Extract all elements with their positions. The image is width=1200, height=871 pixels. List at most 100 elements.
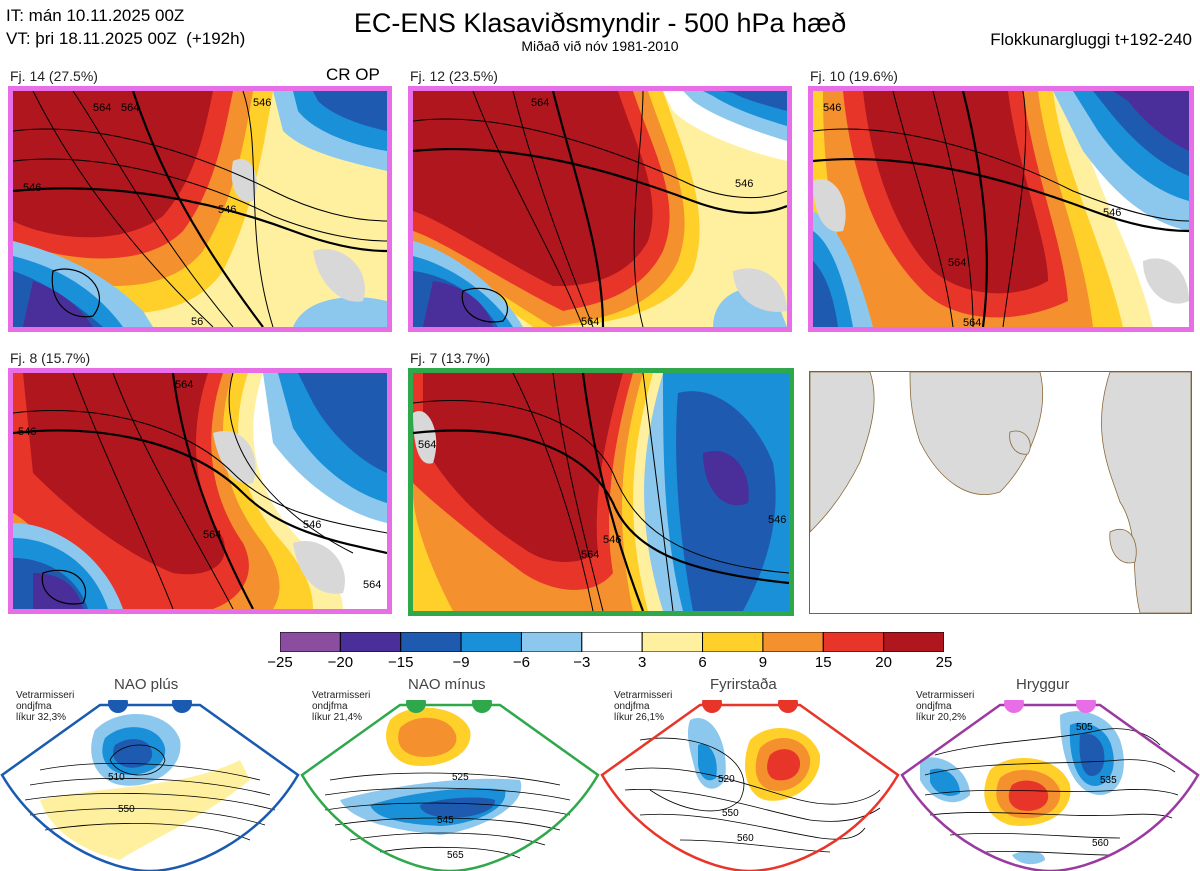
empty-base-map	[809, 371, 1192, 614]
colorbar-tick-label: 6	[698, 654, 707, 671]
regime-note-line: líkur 32,3%	[16, 712, 67, 723]
regime-contour-label: 560	[1092, 838, 1109, 849]
colorbar-tick-label: 9	[758, 654, 768, 671]
classification-window: Flokkunargluggi t+192-240	[990, 30, 1192, 49]
colorbar-swatch	[883, 632, 944, 652]
contour-label: 564	[531, 97, 549, 109]
contour-label: 546	[23, 182, 41, 194]
contour-label: 546	[735, 178, 753, 190]
colorbar-tick-label: −9	[452, 654, 470, 671]
regime-note-line: líkur 26,1%	[614, 712, 665, 723]
cluster-map-4: 546 564 546 564 564	[8, 368, 392, 614]
regime-note-nao-minus: Vetrarmisseri ondjfma líkur 21,4%	[312, 690, 370, 723]
regime-contour-label: 550	[118, 804, 135, 815]
regime-note-ridge: Vetrarmisseri ondjfma líkur 20,2%	[916, 690, 974, 723]
contour-label: 546	[218, 204, 236, 216]
contour-label: 546	[1103, 207, 1121, 219]
contour-label: 564	[93, 102, 111, 114]
colorbar-tick-label: 15	[814, 654, 832, 671]
regime-note-line: ondjfma	[312, 701, 348, 712]
contour-label: 564	[581, 549, 599, 561]
regime-note-line: ondjfma	[916, 701, 952, 712]
colorbar-swatch	[762, 632, 824, 652]
regime-contour-label: 535	[1100, 775, 1117, 786]
cluster-map-2: 546 564 564	[408, 86, 792, 332]
regime-map-blocking: 520 550 560	[600, 700, 900, 871]
contour-label: 564	[121, 102, 139, 114]
regime-contour-label: 560	[737, 833, 754, 844]
regime-title-ridge: Hryggur	[1016, 676, 1070, 693]
regime-contour-label: 545	[437, 815, 454, 826]
cluster-map-5: 564 564 546 546	[408, 368, 794, 616]
regime-title-nao-minus: NAO mínus	[408, 676, 486, 693]
regime-note-line: Vetrarmisseri	[16, 690, 75, 701]
regime-contour-label: 505	[1076, 722, 1093, 733]
regime-contour-label: 550	[722, 808, 739, 819]
regime-note-line: Vetrarmisseri	[916, 690, 975, 701]
regime-contour-label: 520	[718, 774, 735, 785]
regime-map-ridge: 505 535 560	[900, 700, 1200, 871]
contour-label: 546	[253, 97, 271, 109]
regime-contour-label: 525	[452, 772, 469, 783]
page-title: EC-ENS Klasaviðsmyndir - 500 hPa hæð	[353, 8, 847, 38]
regime-note-line: ondjfma	[16, 701, 52, 712]
colorbar-swatch	[520, 632, 583, 652]
regime-note-line: Vetrarmisseri	[614, 690, 673, 701]
header-info: IT: mán 10.11.2025 00Z VT: þri 18.11.202…	[6, 4, 245, 50]
colorbar-tick-label: 25	[935, 654, 953, 671]
cluster-label-5: Fj. 7 (13.7%)	[410, 350, 491, 366]
regime-note-line: líkur 20,2%	[916, 712, 967, 723]
colorbar-tick-label: 20	[875, 654, 892, 671]
colorbar-swatch	[400, 632, 462, 652]
regime-note-line: ondjfma	[614, 701, 650, 712]
contour-label: 564	[581, 316, 599, 327]
contour-label: 564	[363, 579, 381, 591]
colorbar-tick-label: −6	[512, 654, 531, 671]
cluster-map-1: 546 546 564 564 546 56	[8, 86, 392, 332]
contour-label: 546	[303, 519, 321, 531]
regime-maps: 510 550 525 545 565	[0, 700, 1200, 871]
regime-title-blocking: Fyrirstaða	[710, 676, 777, 693]
contour-label: 546	[768, 514, 786, 526]
colorbar-swatch	[641, 632, 704, 652]
init-time: IT: mán 10.11.2025 00Z	[6, 6, 185, 25]
regime-contour-label: 510	[108, 772, 125, 783]
regime-note-line: Vetrarmisseri	[312, 690, 371, 701]
contour-label: 564	[203, 529, 221, 541]
contour-label: 564	[418, 439, 436, 451]
cluster-label-3: Fj. 10 (19.6%)	[810, 68, 898, 84]
regime-map-nao-minus: 525 545 565	[300, 700, 600, 871]
valid-time: VT: þri 18.11.2025 00Z (+192h)	[6, 29, 246, 48]
colorbar-swatch	[460, 632, 522, 652]
cluster-label-4: Fj. 8 (15.7%)	[10, 350, 91, 366]
colorbar-tick-label: −3	[573, 654, 591, 671]
colorbar-swatch	[702, 632, 764, 652]
contour-label: 56	[191, 316, 203, 327]
regime-note-nao-plus: Vetrarmisseri ondjfma líkur 32,3%	[16, 690, 74, 723]
cluster-map-3: 546 546 564 564	[808, 86, 1194, 332]
regime-contour-label: 565	[447, 850, 464, 861]
contour-label: 564	[963, 317, 981, 327]
cluster-tag-1: CR OP	[326, 65, 380, 84]
colorbar-swatch	[339, 632, 402, 652]
regime-note-blocking: Vetrarmisseri ondjfma líkur 26,1%	[614, 690, 672, 723]
colorbar-swatch	[822, 632, 885, 652]
colorbar-tick-label: −15	[387, 654, 414, 671]
cluster-label-2: Fj. 12 (23.5%)	[410, 68, 498, 84]
contour-label: 546	[18, 426, 36, 438]
colorbar-tick-label: −25	[267, 654, 293, 671]
contour-label: 546	[603, 534, 621, 546]
colorbar-swatch	[581, 632, 643, 652]
regime-map-nao-plus: 510 550	[0, 700, 300, 871]
cluster-label-1: Fj. 14 (27.5%)	[10, 68, 98, 84]
colorbar-tick-label: −20	[327, 654, 354, 671]
contour-label: 564	[948, 257, 966, 269]
colorbar-tick-label: 3	[638, 654, 647, 671]
colorbar	[280, 632, 944, 652]
page-subtitle: Miðað við nóv 1981-2010	[521, 38, 679, 54]
contour-label: 564	[175, 379, 193, 391]
contour-label: 546	[823, 102, 841, 114]
regime-title-nao-plus: NAO plús	[114, 676, 179, 693]
regime-note-line: líkur 21,4%	[312, 712, 363, 723]
colorbar-swatch	[280, 632, 341, 652]
